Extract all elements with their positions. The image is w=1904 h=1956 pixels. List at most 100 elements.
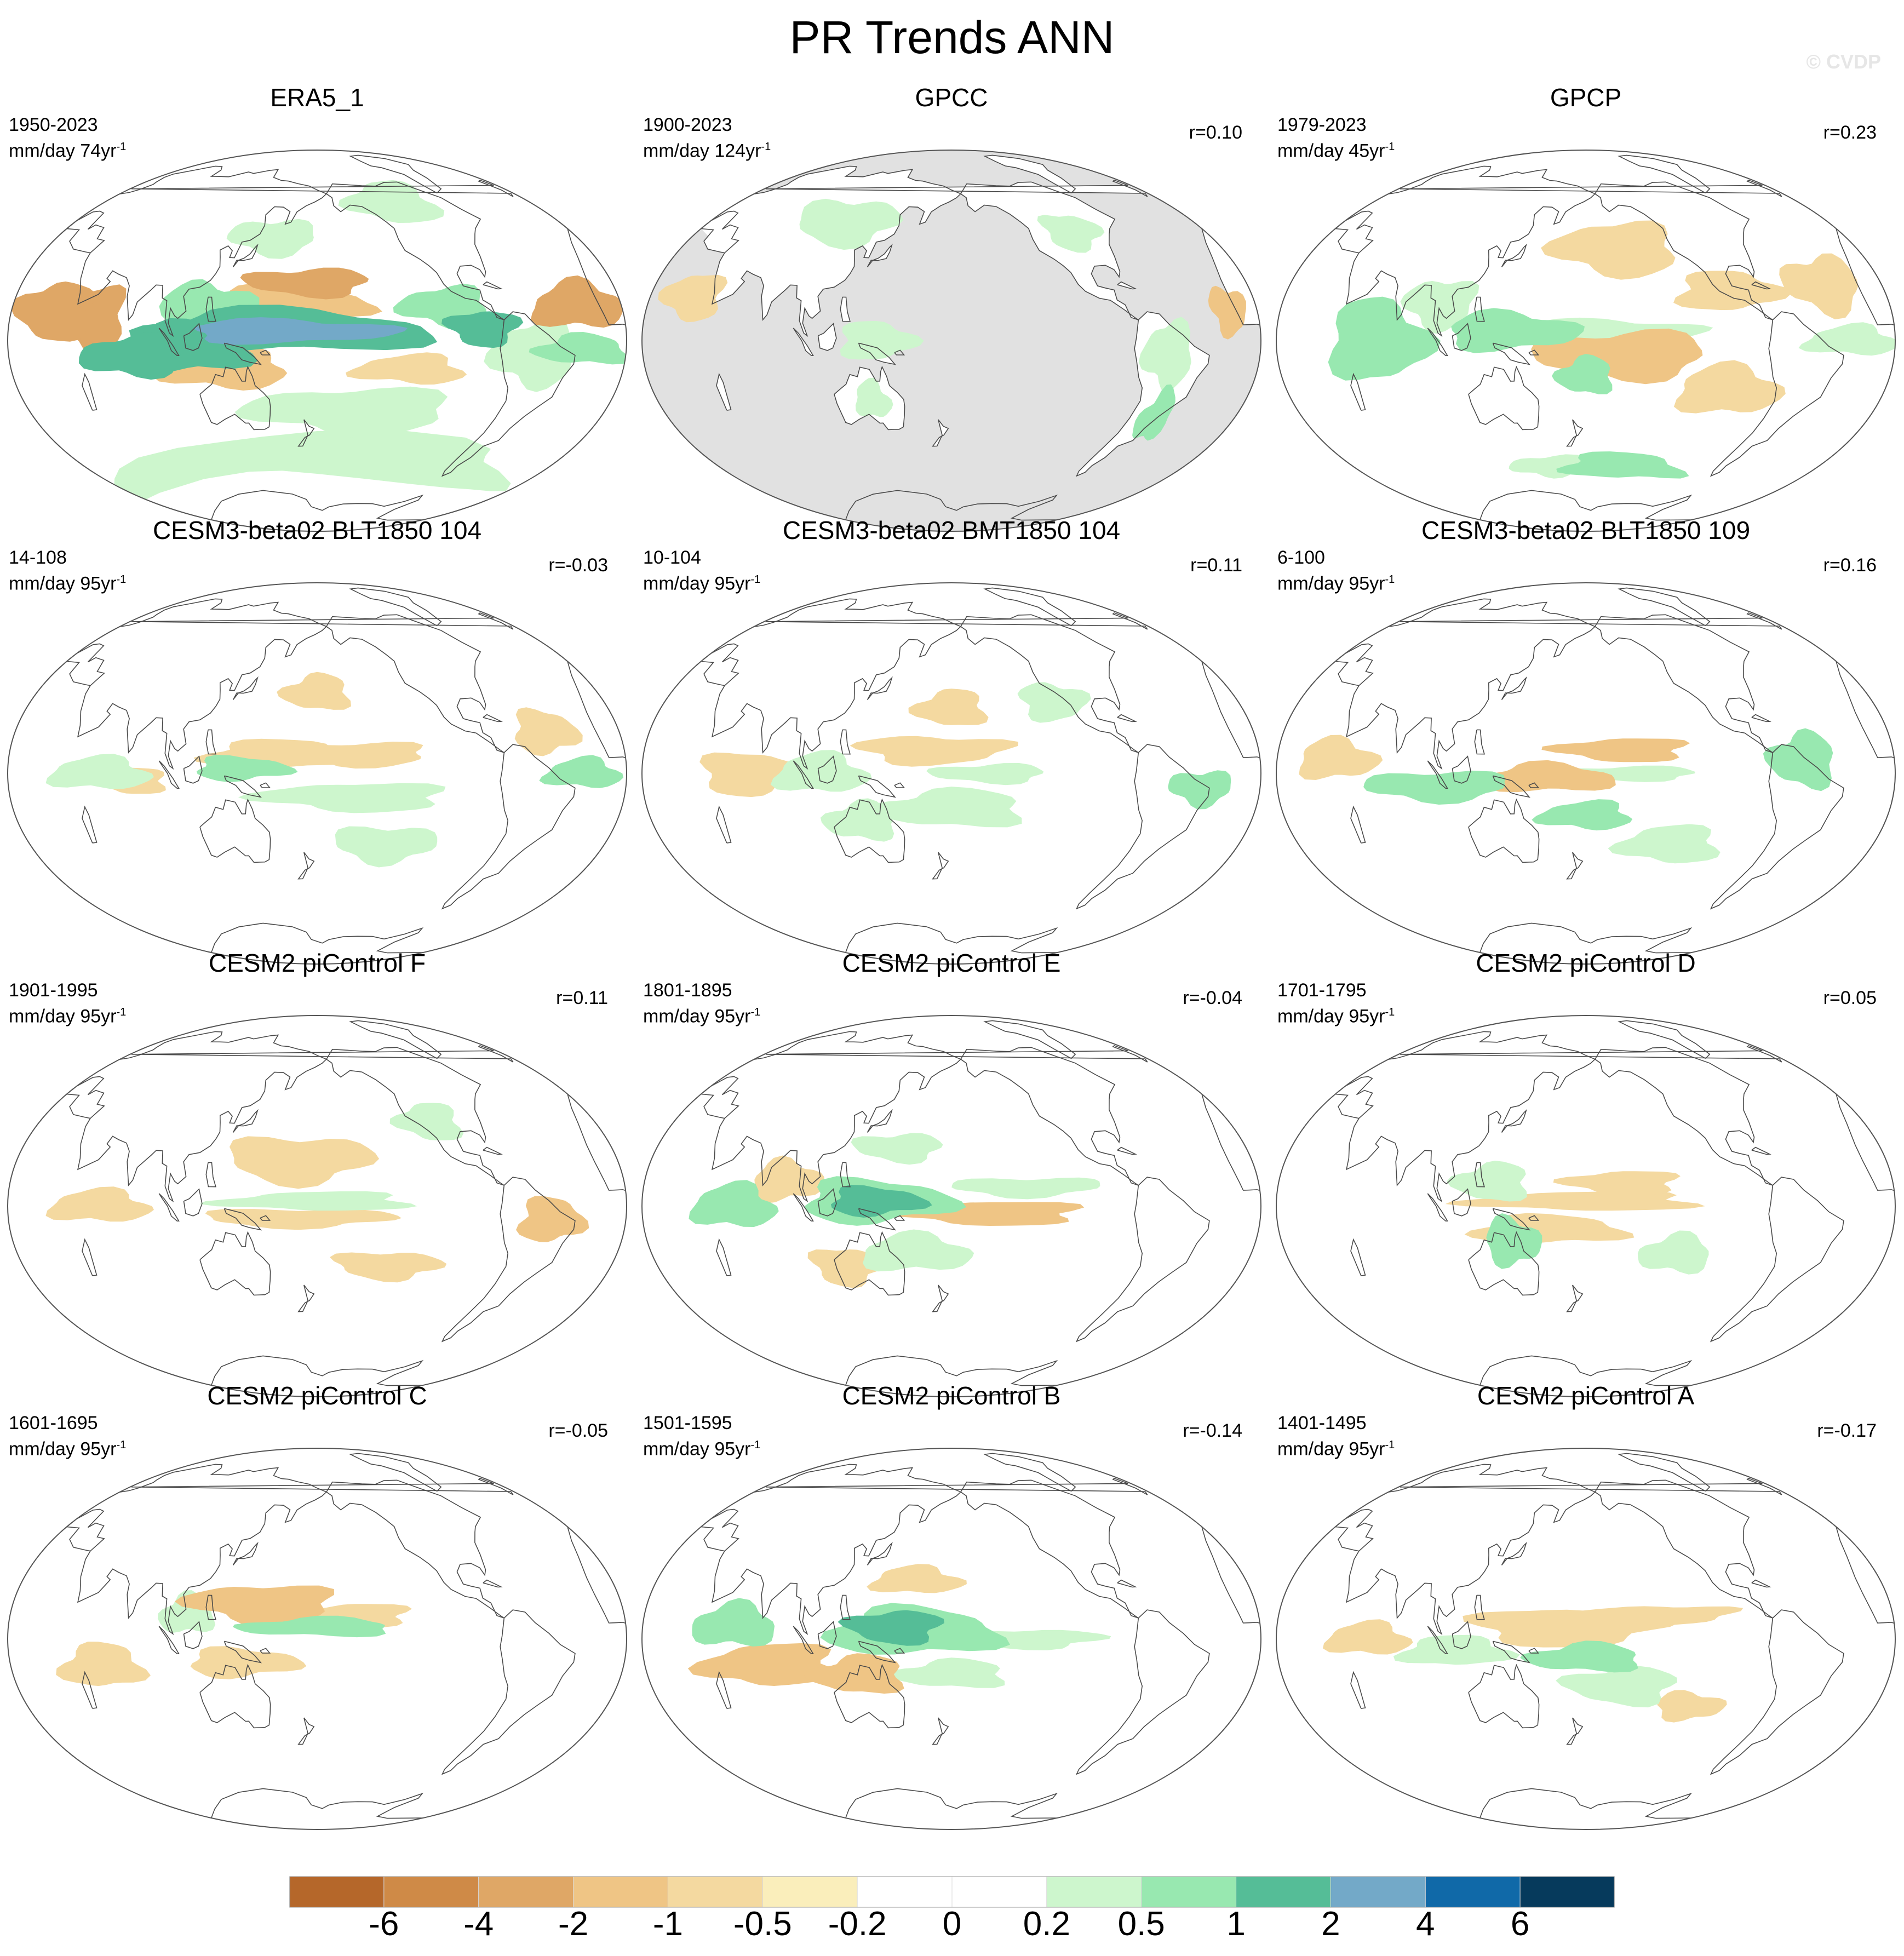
coastline [1566,1284,1584,1312]
land-mask [960,182,1139,320]
panel-correlation: r=-0.05 [548,1420,608,1441]
coastline [1427,1193,1448,1221]
coastline [1479,490,1693,521]
map-background [8,583,627,964]
trend-contour [1673,271,1792,311]
coastline [205,296,216,322]
coastline [1117,1146,1137,1155]
trend-contour [1541,220,1676,280]
coastline [1595,614,1773,753]
colorbar-swatch [667,1876,763,1908]
colorbar-swatch [1046,1876,1142,1908]
map-border [641,1015,1261,1397]
trend-contour [1798,322,1895,356]
map-border [1276,1448,1896,1830]
coastline [845,922,1058,954]
coastline [765,1045,1148,1063]
panel-units: mm/day 95yr-1 [1277,1434,1395,1460]
coastline [183,1621,203,1649]
coastline [1452,755,1471,784]
panel-units: mm/day 95yr-1 [1277,1001,1395,1027]
map-plot [1276,1448,1896,1830]
coastline [199,798,271,863]
trend-contour [529,332,627,365]
coastline [1566,419,1584,447]
trend-contour [1138,317,1191,392]
panel-title: CESM3-beta02 BLT1850 109 [1421,516,1751,544]
coastline [817,323,837,351]
coastline [483,1146,503,1155]
colorbar-tick-label: -1 [652,1905,683,1943]
coastline [1492,775,1530,798]
panel-period: 1950-2023 [9,114,98,135]
trend-contour [205,1209,402,1230]
trend-contour [658,275,728,323]
panel-correlation: r=-0.14 [1183,1420,1242,1441]
coastline [158,1193,180,1221]
coastline [858,1208,896,1231]
coastline [1117,714,1137,722]
panel-units: mm/day 95yr-1 [1277,569,1395,594]
map-panel: CESM2 piControl B 1501-1595 mm/day 95yr-1 r… [634,1380,1269,1830]
trend-contour [45,754,154,789]
panel-units: mm/day 95yr-1 [643,1001,760,1027]
coastline [326,181,504,320]
coastline [441,1609,576,1775]
trend-contour [1481,760,1616,793]
coastline [716,1238,732,1276]
map-panel: CESM3-beta02 BLT1850 109 6-100 mm/day 95yr… [1269,515,1903,965]
colorbar-tick-label: -4 [463,1905,494,1943]
map-border [641,150,1261,532]
coastline [211,490,424,521]
coastline [260,1215,271,1221]
trend-contour [441,311,524,348]
coastline [1710,311,1844,477]
panel-correlation: r=0.23 [1823,122,1877,143]
trend-contour [1445,1191,1705,1211]
panel-title: CESM2 piControl C [207,1381,427,1410]
trend-contour [1447,1161,1527,1202]
map-border [7,1448,627,1830]
map-panel: CESM2 piControl E 1801-1895 mm/day 95yr-1 r… [634,948,1269,1397]
coastline [158,760,180,789]
trend-contour [1520,1640,1638,1673]
coastline [793,328,814,356]
trend-contour [838,1610,944,1646]
coastline [1474,1162,1485,1188]
panel-title: GPCC [915,83,988,112]
coastline [1710,744,1844,910]
land-mask [867,245,892,267]
panel-correlation: r=-0.04 [1183,988,1242,1008]
watermark: © CVDP [1806,50,1881,73]
colorbar [289,1876,1615,1908]
panel-units-exponent: -1 [116,1439,127,1451]
coastline [1075,744,1210,910]
coastline [817,755,837,784]
coastline [1335,643,1374,686]
trend-contour [516,1196,589,1242]
trend-contour [232,1615,386,1638]
trend-contour [1532,799,1633,831]
coastline [260,349,271,355]
panel-period: 1401-1495 [1277,1413,1367,1433]
colorbar-tick-label: -2 [558,1905,589,1943]
colorbar-tick-label: -6 [369,1905,399,1943]
coastline [960,1047,1139,1186]
coastline [183,1188,203,1217]
coastline [1400,1045,1782,1063]
panel-units: mm/day 124yr-1 [643,136,771,162]
coastline [1492,342,1530,365]
coastline [867,243,893,267]
map-border [1276,582,1896,965]
map-panel: CESM2 piControl F 1901-1995 mm/day 95yr-1 r… [0,948,634,1397]
coastline [82,1671,98,1709]
colorbar-tick-label: 0.5 [1117,1905,1165,1943]
trend-contour [1132,384,1175,441]
coastline [297,419,315,447]
coastline [834,798,905,863]
land-mask [1117,282,1135,289]
coastline [326,614,504,753]
coastline [1751,281,1771,290]
coastline [1345,169,1596,337]
map-panel: CESM2 piControl A 1401-1495 mm/day 95yr-1 r… [1269,1380,1903,1830]
